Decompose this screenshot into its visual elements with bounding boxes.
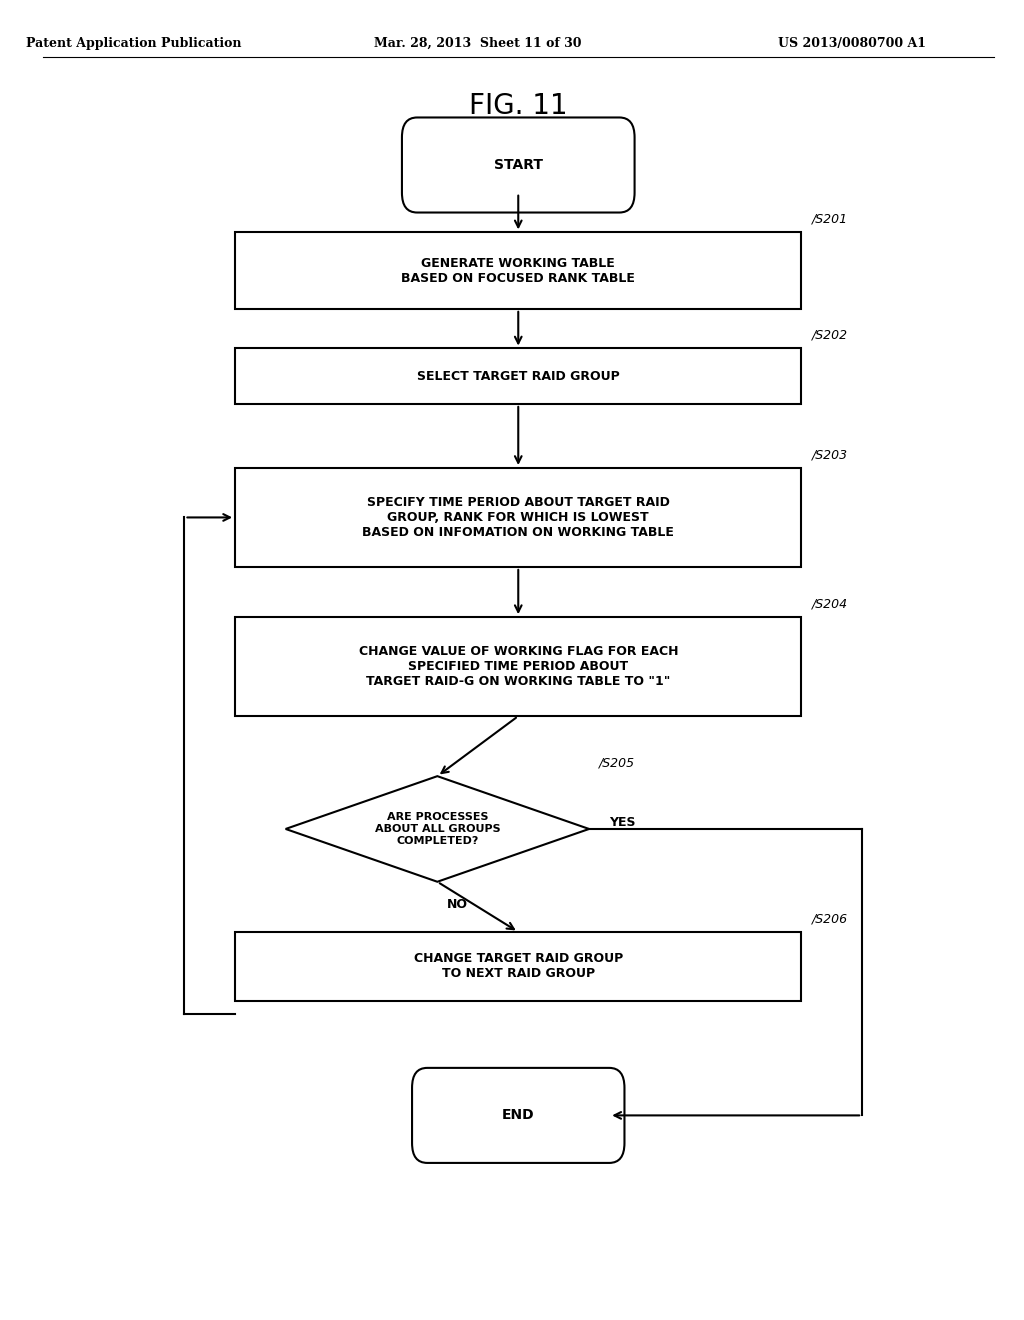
Text: CHANGE TARGET RAID GROUP
TO NEXT RAID GROUP: CHANGE TARGET RAID GROUP TO NEXT RAID GR… (414, 952, 623, 981)
Text: US 2013/0080700 A1: US 2013/0080700 A1 (778, 37, 926, 50)
Text: /S201: /S201 (812, 213, 848, 226)
Text: Mar. 28, 2013  Sheet 11 of 30: Mar. 28, 2013 Sheet 11 of 30 (374, 37, 582, 50)
FancyBboxPatch shape (236, 618, 802, 715)
FancyBboxPatch shape (236, 348, 802, 404)
FancyBboxPatch shape (236, 469, 802, 568)
Text: /S204: /S204 (812, 598, 848, 610)
Text: /S205: /S205 (599, 756, 635, 770)
Text: ARE PROCESSES
ABOUT ALL GROUPS
COMPLETED?: ARE PROCESSES ABOUT ALL GROUPS COMPLETED… (375, 812, 500, 846)
Text: /S203: /S203 (812, 449, 848, 462)
Text: START: START (494, 158, 543, 172)
Text: CHANGE VALUE OF WORKING FLAG FOR EACH
SPECIFIED TIME PERIOD ABOUT
TARGET RAID-G : CHANGE VALUE OF WORKING FLAG FOR EACH SP… (358, 645, 678, 688)
Text: /S206: /S206 (812, 912, 848, 925)
Text: END: END (502, 1109, 535, 1122)
Text: NO: NO (447, 898, 468, 911)
Text: /S202: /S202 (812, 329, 848, 342)
Text: FIG. 11: FIG. 11 (469, 91, 567, 120)
Polygon shape (286, 776, 589, 882)
FancyBboxPatch shape (412, 1068, 625, 1163)
Text: SPECIFY TIME PERIOD ABOUT TARGET RAID
GROUP, RANK FOR WHICH IS LOWEST
BASED ON I: SPECIFY TIME PERIOD ABOUT TARGET RAID GR… (362, 496, 674, 539)
Text: Patent Application Publication: Patent Application Publication (27, 37, 242, 50)
FancyBboxPatch shape (236, 232, 802, 309)
FancyBboxPatch shape (402, 117, 635, 213)
Text: YES: YES (609, 816, 636, 829)
Text: GENERATE WORKING TABLE
BASED ON FOCUSED RANK TABLE: GENERATE WORKING TABLE BASED ON FOCUSED … (401, 256, 635, 285)
FancyBboxPatch shape (236, 932, 802, 1001)
Text: SELECT TARGET RAID GROUP: SELECT TARGET RAID GROUP (417, 370, 620, 383)
